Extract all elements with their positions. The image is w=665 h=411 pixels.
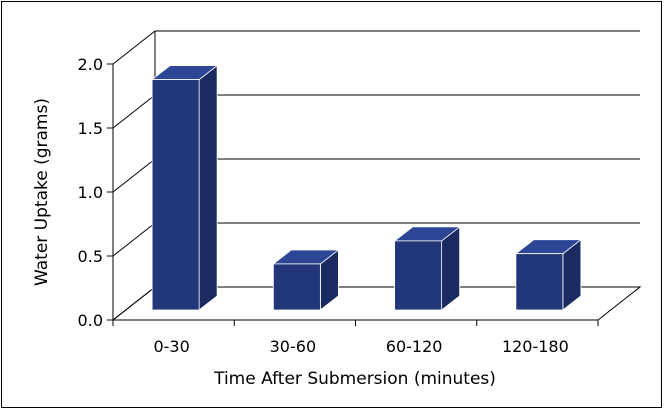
x-tick-label: 30-60 <box>270 337 317 356</box>
y-tick-label: 1.0 <box>78 183 103 202</box>
bar <box>514 238 583 311</box>
bar-side <box>198 64 218 311</box>
left-wall-gridline <box>112 222 156 257</box>
bars <box>150 64 583 311</box>
y-tick-label: 1.5 <box>78 119 103 138</box>
bar-side <box>441 226 461 311</box>
bar-front <box>151 79 200 311</box>
bar-front <box>272 263 321 311</box>
x-tick-label: 0-30 <box>153 337 189 356</box>
x-tick-label: 60-120 <box>386 337 443 356</box>
bar <box>272 249 340 311</box>
left-wall-gridline <box>112 94 156 129</box>
y-tick-label: 0.0 <box>78 311 103 330</box>
y-tick-label: 0.5 <box>78 247 103 266</box>
y-tick-labels: 0.0 0.5 1.0 1.5 2.0 <box>78 55 103 330</box>
left-wall-gridline <box>112 286 156 321</box>
y-axis-label: Water Uptake (grams) <box>32 98 52 286</box>
x-axis-label: Time After Submersion (minutes) <box>213 369 496 389</box>
x-tick-labels: 0-30 30-60 60-120 120-180 <box>153 337 568 356</box>
bar-front <box>515 253 564 311</box>
axes <box>107 63 599 326</box>
bar-front <box>394 240 443 311</box>
y-tick-label: 2.0 <box>78 55 103 74</box>
bar <box>393 226 461 311</box>
x-tick-label: 120-180 <box>502 337 569 356</box>
left-wall-gridline <box>112 30 156 65</box>
bar <box>150 64 219 311</box>
left-wall-gridline <box>112 158 156 193</box>
gridlines <box>112 30 640 321</box>
